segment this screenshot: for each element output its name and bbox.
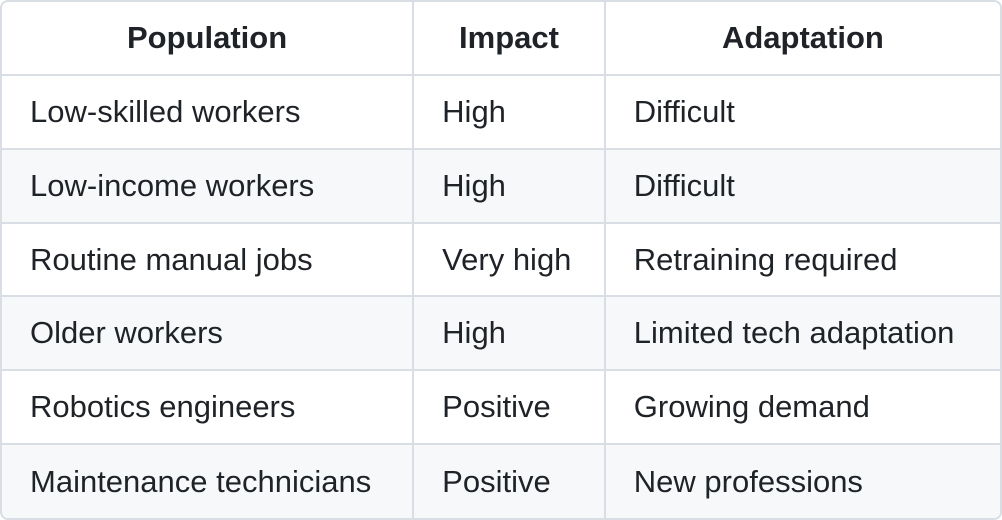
cell-impact: High <box>413 296 606 372</box>
cell-impact: Very high <box>413 222 606 298</box>
table-row: Robotics engineers Positive Growing demand <box>2 370 1000 446</box>
column-header-population: Population <box>2 2 415 76</box>
table-body: Low-skilled workers High Difficult Low-inco… <box>2 75 1000 518</box>
header-row: Population Impact Adaptation <box>2 2 1000 76</box>
column-header-impact: Impact <box>413 2 606 76</box>
table-row: Maintenance technicians Positive New profe… <box>2 444 1000 518</box>
cell-adaptation: Retraining required <box>604 222 1000 298</box>
cell-impact: Positive <box>413 444 606 518</box>
column-header-adaptation: Adaptation <box>604 2 1000 76</box>
cell-adaptation: Difficult <box>604 75 1000 150</box>
cell-population: Older workers <box>2 296 415 372</box>
cell-population: Routine manual jobs <box>2 222 415 298</box>
cell-population: Low-skilled workers <box>2 75 415 150</box>
cell-adaptation: Growing demand <box>604 370 1000 446</box>
cell-population: Low-income workers <box>2 148 415 224</box>
cell-adaptation: Limited tech adaptation <box>604 296 1000 372</box>
cell-impact: High <box>413 148 606 224</box>
table-row: Low-skilled workers High Difficult <box>2 75 1000 150</box>
cell-population: Maintenance technicians <box>2 444 415 518</box>
cell-impact: High <box>413 75 606 150</box>
cell-adaptation: New professions <box>633 463 863 499</box>
cell-adaptation: Difficult <box>604 148 1000 224</box>
cell-impact: Positive <box>413 370 606 446</box>
cell-population: Robotics engineers <box>2 370 415 446</box>
table-row: Low-income workers High Difficult <box>2 148 1000 224</box>
table-row: Routine manual jobs Very high Retraining r… <box>2 222 1000 298</box>
table-row: Older workers High Limited tech adaptation <box>2 296 1000 372</box>
